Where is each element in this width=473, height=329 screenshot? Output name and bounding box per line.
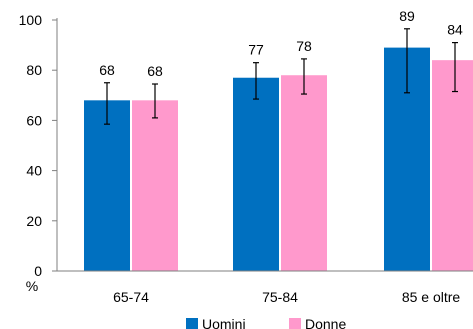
- bar-donne-3: [432, 60, 473, 271]
- bar-donne-2: [281, 75, 327, 271]
- y-tick-label: 20: [26, 213, 42, 229]
- legend-swatch-donne: [289, 318, 301, 329]
- y-tick-label: 60: [26, 112, 42, 128]
- x-axis: 65-74 75-84 85 e oltre: [57, 270, 473, 305]
- y-tick-label: 0: [34, 263, 42, 279]
- data-label: 68: [147, 63, 163, 79]
- y-tick-label: 100: [19, 12, 43, 28]
- y-axis-label: %: [26, 278, 38, 294]
- bar-uomini-1: [84, 100, 130, 271]
- legend-label-donne: Donne: [305, 316, 346, 329]
- data-label: 78: [296, 38, 312, 54]
- legend-label-uomini: Uomini: [202, 316, 246, 329]
- y-tick-label: 80: [26, 62, 42, 78]
- x-tick-label: 85 e oltre: [402, 289, 461, 305]
- bars: [84, 47, 473, 271]
- data-labels: 68 68 77 78 89 84: [99, 8, 463, 79]
- data-label: 84: [447, 22, 463, 38]
- x-tick-label: 65-74: [113, 289, 149, 305]
- bar-donne-1: [132, 100, 178, 271]
- data-label: 77: [248, 42, 264, 58]
- legend: Uomini Donne: [186, 316, 346, 329]
- legend-swatch-uomini: [186, 318, 198, 329]
- x-tick-label: 75-84: [262, 289, 298, 305]
- bar-uomini-2: [233, 77, 279, 271]
- data-label: 89: [399, 8, 415, 24]
- data-label: 68: [99, 62, 115, 78]
- y-tick-label: 40: [26, 163, 42, 179]
- y-axis: 0 20 40 60 80 100: [19, 12, 58, 279]
- error-bars: [104, 28, 458, 125]
